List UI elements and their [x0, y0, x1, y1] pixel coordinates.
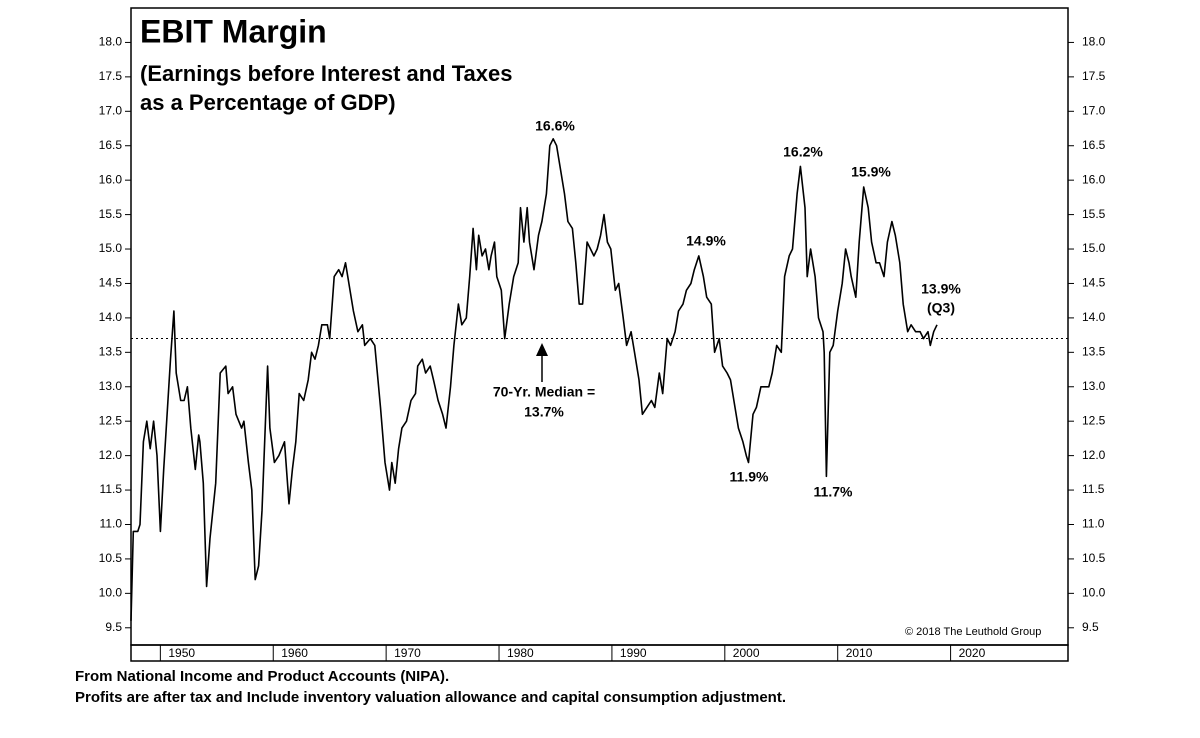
- y2-tick-label: 15.5: [1082, 207, 1106, 221]
- y-tick-label: 12.0: [99, 448, 123, 462]
- y-tick-label: 14.0: [99, 310, 123, 324]
- y2-tick-label: 13.0: [1082, 379, 1106, 393]
- y2-tick-label: 16.5: [1082, 138, 1106, 152]
- annotation: 70-Yr. Median =: [493, 384, 595, 400]
- y-tick-label: 10.0: [99, 586, 123, 600]
- y2-tick-label: 18.0: [1082, 35, 1106, 49]
- chart-subtitle: as a Percentage of GDP): [140, 90, 396, 115]
- footnote: Profits are after tax and Include invent…: [75, 689, 786, 706]
- x-axis-band: [130, 644, 1069, 662]
- x-tick-label: 1990: [620, 646, 647, 660]
- y-tick-label: 9.5: [105, 620, 122, 634]
- y-tick-label: 11.5: [100, 482, 123, 496]
- x-tick-label: 2000: [733, 646, 760, 660]
- annotation: 13.7%: [524, 404, 564, 420]
- credit: © 2018 The Leuthold Group: [905, 626, 1041, 638]
- y-tick-label: 18.0: [99, 35, 123, 49]
- y-tick-label: 12.5: [99, 413, 123, 427]
- annotation: 11.9%: [730, 469, 769, 485]
- annotation: 11.7%: [814, 484, 853, 500]
- annotation: 16.6%: [535, 118, 575, 134]
- y-tick-label: 17.0: [99, 103, 123, 117]
- y-tick-label: 15.5: [99, 207, 123, 221]
- y-tick-label: 13.5: [99, 344, 123, 358]
- annotation: (Q3): [927, 300, 955, 316]
- x-tick-label: 1960: [281, 646, 308, 660]
- y-tick-label: 16.0: [99, 172, 123, 186]
- x-tick-label: 1970: [394, 646, 421, 660]
- annotation: 14.9%: [686, 233, 726, 249]
- y2-tick-label: 13.5: [1082, 344, 1106, 358]
- y-tick-label: 16.5: [99, 138, 123, 152]
- y2-tick-label: 17.5: [1082, 69, 1106, 83]
- y2-tick-label: 11.5: [1082, 482, 1105, 496]
- y2-tick-label: 9.5: [1082, 620, 1099, 634]
- y2-tick-label: 14.5: [1082, 276, 1106, 290]
- y-tick-label: 11.0: [100, 517, 123, 531]
- chart-subtitle: (Earnings before Interest and Taxes: [140, 61, 512, 86]
- x-tick-label: 2020: [959, 646, 986, 660]
- y-tick-label: 17.5: [99, 69, 123, 83]
- chart-title: EBIT Margin: [140, 13, 327, 49]
- arrow-head: [536, 343, 548, 356]
- y2-tick-label: 16.0: [1082, 172, 1106, 186]
- y2-tick-label: 11.0: [1082, 517, 1105, 531]
- footnote: From National Income and Product Account…: [75, 668, 449, 685]
- data-line: [130, 138, 938, 621]
- annotation: 15.9%: [851, 164, 891, 180]
- y2-tick-label: 15.0: [1082, 241, 1106, 255]
- y-tick-label: 13.0: [99, 379, 123, 393]
- y2-tick-label: 12.5: [1082, 413, 1106, 427]
- annotation: 16.2%: [783, 144, 823, 160]
- y2-tick-label: 17.0: [1082, 103, 1106, 117]
- y2-tick-label: 12.0: [1082, 448, 1106, 462]
- annotation: 13.9%: [921, 281, 961, 297]
- y-tick-label: 15.0: [99, 241, 123, 255]
- y2-tick-label: 14.0: [1082, 310, 1106, 324]
- y-tick-label: 10.5: [99, 551, 123, 565]
- x-tick-label: 1980: [507, 646, 534, 660]
- y-tick-label: 14.5: [99, 276, 123, 290]
- x-tick-label: 2010: [846, 646, 873, 660]
- y2-tick-label: 10.0: [1082, 586, 1106, 600]
- x-tick-label: 1950: [168, 646, 195, 660]
- y2-tick-label: 10.5: [1082, 551, 1106, 565]
